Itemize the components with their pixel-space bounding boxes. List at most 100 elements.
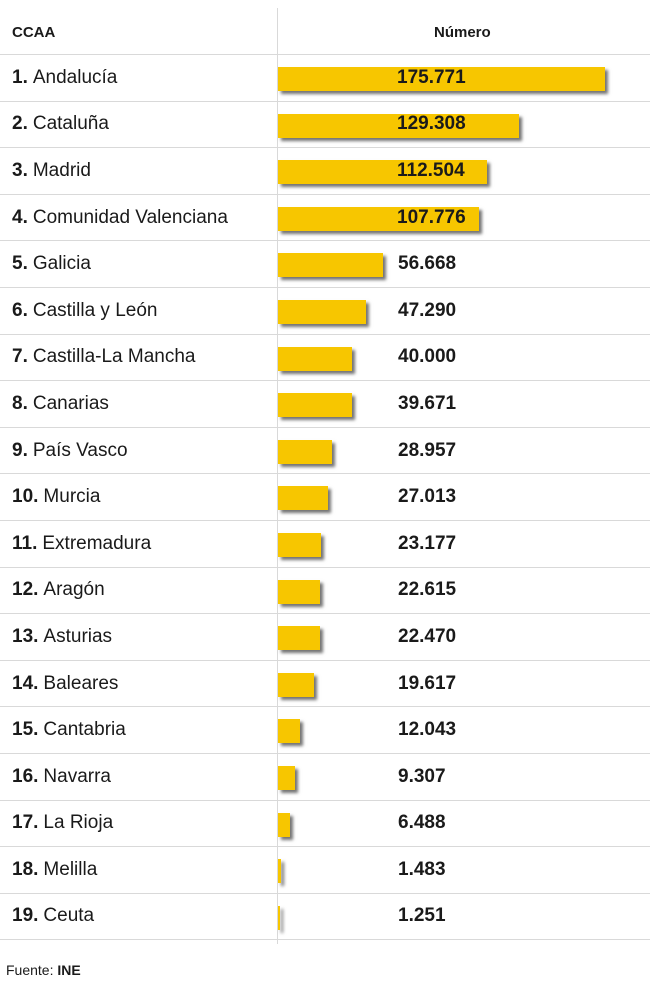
bar	[278, 393, 352, 418]
region-name: Baleares	[43, 672, 119, 694]
region-cell: 9. País Vasco	[12, 428, 128, 474]
bar	[278, 532, 322, 557]
bar-value-label: 39.671	[398, 392, 457, 414]
bar	[278, 113, 519, 138]
table-row: 5. Galicia 56.668	[0, 241, 650, 288]
bar-value-label: 107.776	[397, 206, 466, 228]
region-name: Castilla-La Mancha	[32, 346, 196, 368]
region-cell: 16. Navarra	[12, 754, 111, 800]
region-rank: 13.	[12, 625, 39, 647]
bar-value-label: 129.308	[397, 113, 466, 135]
region-rank: 5.	[12, 253, 28, 275]
region-name: Aragón	[43, 579, 105, 601]
region-cell: 18. Melilla	[12, 847, 97, 893]
bar	[278, 626, 320, 651]
region-rank: 16.	[12, 765, 39, 787]
table-row: 7. Castilla-La Mancha 40.000	[0, 335, 650, 382]
region-cell: 14. Baleares	[12, 661, 118, 707]
region-name: Melilla	[43, 858, 98, 880]
source-name: INE	[57, 962, 81, 978]
bar	[278, 719, 301, 744]
table-row: 17. La Rioja 6.488	[0, 801, 650, 848]
region-rank: 10.	[12, 486, 39, 508]
region-name: Andalucía	[32, 66, 118, 88]
region-name: Cataluña	[32, 113, 109, 135]
bar-value-label: 1.251	[398, 905, 446, 927]
bar	[278, 905, 281, 930]
column-divider	[277, 8, 278, 944]
ranking-table: CCAA Número 1. Andalucía 175.771 2. Cataluña…	[0, 8, 650, 944]
region-name: Castilla y León	[32, 299, 158, 321]
source-label: Fuente:	[6, 962, 54, 978]
region-name: La Rioja	[43, 812, 114, 834]
bar-value-label: 47.290	[398, 299, 457, 321]
region-rank: 11.	[12, 532, 38, 554]
table-row: 4. Comunidad Valenciana 107.776	[0, 195, 650, 242]
region-rank: 19.	[12, 905, 39, 927]
bar-value-label: 1.483	[398, 858, 446, 880]
region-rank: 4.	[12, 206, 28, 228]
region-cell: 15. Cantabria	[12, 707, 126, 753]
table-row: 12. Aragón 22.615	[0, 568, 650, 615]
region-name: País Vasco	[32, 439, 128, 461]
table-row: 18. Melilla 1.483	[0, 847, 650, 894]
table-header: CCAA Número	[0, 8, 650, 55]
bar	[278, 299, 366, 324]
region-cell: 6. Castilla y León	[12, 288, 157, 334]
region-cell: 12. Aragón	[12, 568, 105, 614]
region-cell: 11. Extremadura	[12, 521, 151, 567]
table-row: 1. Andalucía 175.771	[0, 55, 650, 102]
bar-value-label: 27.013	[398, 486, 457, 508]
region-cell: 8. Canarias	[12, 381, 109, 427]
table-body: 1. Andalucía 175.771 2. Cataluña 129.308 3. Mad…	[0, 55, 650, 941]
region-rank: 17.	[12, 812, 39, 834]
region-cell: 13. Asturias	[12, 614, 112, 660]
bar-value-label: 12.043	[398, 719, 457, 741]
region-rank: 15.	[12, 719, 39, 741]
bar	[278, 206, 479, 231]
region-rank: 8.	[12, 392, 28, 414]
bar	[278, 579, 321, 604]
bar-value-label: 22.470	[398, 625, 457, 647]
region-rank: 7.	[12, 346, 28, 368]
column-header-numero: Número	[434, 24, 491, 41]
bar	[278, 346, 353, 371]
bar	[278, 160, 488, 185]
bar-value-label: 22.615	[398, 579, 457, 601]
bar	[278, 67, 605, 91]
column-header-ccaa: CCAA	[12, 24, 56, 41]
table-row: 16. Navarra 9.307	[0, 754, 650, 801]
region-name: Navarra	[43, 765, 111, 787]
region-name: Ceuta	[43, 905, 95, 927]
region-cell: 3. Madrid	[12, 148, 91, 194]
bar	[278, 859, 281, 884]
bar-value-label: 6.488	[398, 812, 446, 834]
region-rank: 3.	[12, 159, 28, 181]
table-row: 13. Asturias 22.470	[0, 614, 650, 661]
region-rank: 12.	[12, 579, 39, 601]
region-cell: 2. Cataluña	[12, 102, 109, 148]
bar-value-label: 9.307	[398, 765, 446, 787]
region-name: Canarias	[32, 392, 109, 414]
region-cell: 4. Comunidad Valenciana	[12, 195, 228, 241]
bar	[278, 486, 329, 511]
region-name: Cantabria	[43, 719, 126, 741]
table-row: 8. Canarias 39.671	[0, 381, 650, 428]
region-rank: 18.	[12, 858, 39, 880]
region-rank: 6.	[12, 299, 28, 321]
source-note: Fuente: INE	[6, 962, 81, 978]
bar	[278, 765, 296, 790]
bar-value-label: 56.668	[398, 253, 457, 275]
table-row: 14. Baleares 19.617	[0, 661, 650, 708]
region-name: Extremadura	[42, 532, 152, 554]
bar	[278, 439, 332, 464]
table-row: 10. Murcia 27.013	[0, 474, 650, 521]
region-cell: 5. Galicia	[12, 241, 91, 287]
region-name: Asturias	[43, 625, 113, 647]
bar-value-label: 28.957	[398, 439, 457, 461]
bar	[278, 253, 384, 278]
bar-value-label: 19.617	[398, 672, 457, 694]
region-name: Galicia	[32, 253, 91, 275]
region-rank: 9.	[12, 439, 28, 461]
table-row: 9. País Vasco 28.957	[0, 428, 650, 475]
